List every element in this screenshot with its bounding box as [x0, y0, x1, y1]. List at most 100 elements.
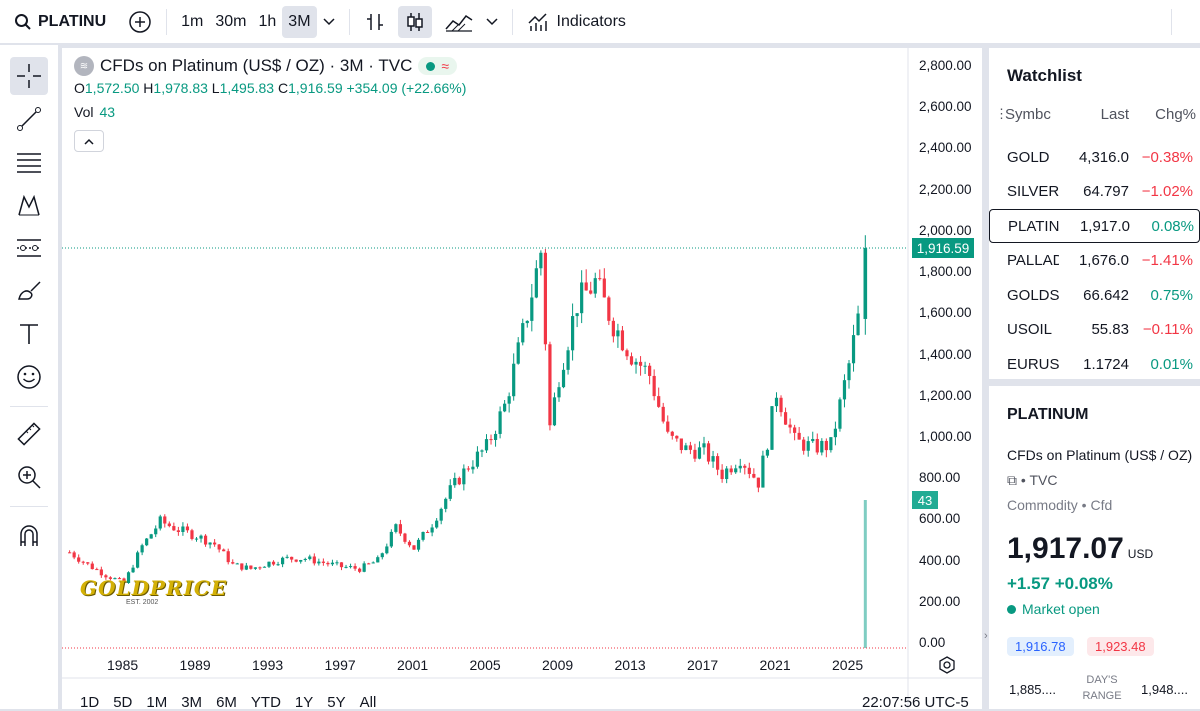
- candle-body: [108, 577, 113, 579]
- range-1y[interactable]: 1Y: [294, 694, 314, 711]
- candle-body: [235, 563, 239, 565]
- range-ytd[interactable]: YTD: [250, 694, 281, 711]
- watch-last: 1,917.0: [1079, 217, 1130, 235]
- watchlist-row-silver[interactable]: SILVER 64.797 −1.02%: [989, 175, 1200, 209]
- time-tick: 2013: [614, 657, 646, 673]
- indicators-label: Indicators: [556, 12, 626, 30]
- drawing-toolbar: [0, 45, 58, 709]
- detail-currency: USD: [1127, 547, 1154, 561]
- watch-symbol: GOLDSIL: [1007, 286, 1059, 304]
- detail-source[interactable]: ⧉ • TVC: [1007, 472, 1058, 488]
- candle-body: [335, 562, 339, 564]
- interval-1h[interactable]: 1h: [258, 12, 277, 30]
- candle-body: [856, 313, 860, 336]
- range-5y[interactable]: 5Y: [327, 694, 346, 711]
- watchlist-row-gold[interactable]: GOLD 4,316.0 −0.38%: [989, 140, 1200, 174]
- price-chart[interactable]: [62, 48, 982, 709]
- candle-body: [634, 361, 638, 365]
- candle-body: [199, 535, 203, 539]
- ruler-icon: [17, 422, 41, 446]
- bar-style-button[interactable]: [358, 6, 392, 38]
- candle-body: [761, 455, 765, 488]
- range-1m[interactable]: 1M: [146, 694, 168, 711]
- candle-body: [389, 531, 393, 547]
- bars-icon: [366, 13, 383, 30]
- watchlist-row-eurusd[interactable]: EURUSD 1.1724 0.01%: [989, 347, 1200, 381]
- watchlist-row-usoil[interactable]: USOIL 55.83 −0.11%: [989, 313, 1200, 347]
- time-tick: 1989: [179, 657, 211, 673]
- gear-icon: [939, 656, 955, 674]
- watchlist-row-platinu[interactable]: PLATINU 1,917.0 0.08%: [989, 209, 1200, 243]
- compare-symbol-button[interactable]: [122, 6, 158, 38]
- forecast-tool[interactable]: [10, 229, 48, 267]
- col-symbol[interactable]: Symbc: [1005, 106, 1051, 123]
- price-tick: 2,000.00: [919, 222, 972, 238]
- trend-line-tool[interactable]: [10, 100, 48, 138]
- candle-body: [521, 323, 525, 343]
- candle-body: [584, 282, 588, 291]
- expand-panel-arrow[interactable]: ›: [984, 630, 988, 642]
- watchlist-row-palladi[interactable]: PALLADI 1,676.0 −1.41%: [989, 244, 1200, 278]
- status-dot-icon: [1007, 604, 1016, 614]
- candle-body: [580, 282, 584, 314]
- text-tool[interactable]: [10, 315, 48, 353]
- candle-body: [693, 449, 697, 459]
- timezone-clock[interactable]: 22:07:56 UTC-5: [862, 694, 969, 711]
- brush-tool[interactable]: [10, 272, 48, 310]
- candle-body: [271, 561, 276, 565]
- chevron-down-icon: [323, 17, 335, 25]
- market-status-badge[interactable]: ≈: [418, 57, 458, 75]
- symbol-search[interactable]: PLATINU: [8, 6, 112, 38]
- candle-body: [299, 560, 303, 562]
- candle-body: [616, 330, 620, 337]
- chart-style-dropdown[interactable]: [480, 6, 504, 38]
- range-3m[interactable]: 3M: [181, 694, 203, 711]
- chart-legend: ≋ CFDs on Platinum (US$ / OZ) · 3M · TVC…: [74, 56, 458, 76]
- chevron-up-icon: [84, 138, 94, 145]
- candle-body: [534, 268, 538, 298]
- candle-body: [117, 578, 122, 580]
- interval-1m[interactable]: 1m: [181, 12, 204, 30]
- interval-30m[interactable]: 30m: [215, 12, 247, 30]
- candle-body: [154, 528, 158, 535]
- interval-dropdown[interactable]: [317, 6, 341, 38]
- candles-group: [68, 235, 868, 584]
- collapse-legend-button[interactable]: [74, 130, 104, 152]
- emoji-tool[interactable]: [10, 358, 48, 396]
- drag-handle-icon[interactable]: ⋮: [995, 106, 1008, 121]
- chevron-down-icon: [486, 17, 498, 25]
- interval-3M[interactable]: 3M: [282, 5, 317, 38]
- measure-tool[interactable]: [10, 415, 48, 453]
- time-tick: 2017: [687, 657, 719, 673]
- crosshair-tool[interactable]: [10, 57, 48, 95]
- pattern-tool[interactable]: [10, 186, 48, 224]
- wave-icon: ≈: [441, 58, 450, 74]
- detail-symbol[interactable]: PLATINUM: [1007, 406, 1089, 423]
- magnet-tool[interactable]: [10, 517, 48, 555]
- top-toolbar: PLATINU 1m 30m 1h 3M Indicators: [0, 0, 1200, 44]
- watchlist-row-goldsil[interactable]: GOLDSIL 66.642 0.75%: [989, 278, 1200, 312]
- candle-body: [602, 278, 606, 298]
- range-5d[interactable]: 5D: [113, 694, 133, 711]
- fib-tool[interactable]: [10, 143, 48, 181]
- candle-body: [720, 469, 724, 480]
- indicators-button[interactable]: Indicators: [521, 6, 632, 38]
- candle-body: [729, 468, 733, 473]
- col-chg[interactable]: Chg%: [1155, 106, 1196, 123]
- candle-body: [194, 538, 199, 540]
- candle-body: [697, 447, 702, 459]
- candle-body: [262, 566, 267, 568]
- range-1d[interactable]: 1D: [80, 694, 100, 711]
- col-last[interactable]: Last: [1100, 106, 1129, 123]
- chart-pane[interactable]: ≋ CFDs on Platinum (US$ / OZ) · 3M · TVC…: [62, 48, 982, 711]
- market-status[interactable]: Market open: [1007, 601, 1100, 617]
- candle-body: [774, 397, 779, 407]
- range-all[interactable]: All: [359, 694, 377, 711]
- candles-style-button[interactable]: [397, 5, 432, 38]
- area-style-button[interactable]: [438, 6, 480, 38]
- candle-body: [72, 552, 76, 558]
- zoom-tool[interactable]: [10, 458, 48, 496]
- watchlist-title[interactable]: Watchlist: [1007, 66, 1082, 85]
- range-6m[interactable]: 6M: [216, 694, 237, 711]
- settings-gear[interactable]: [938, 656, 956, 679]
